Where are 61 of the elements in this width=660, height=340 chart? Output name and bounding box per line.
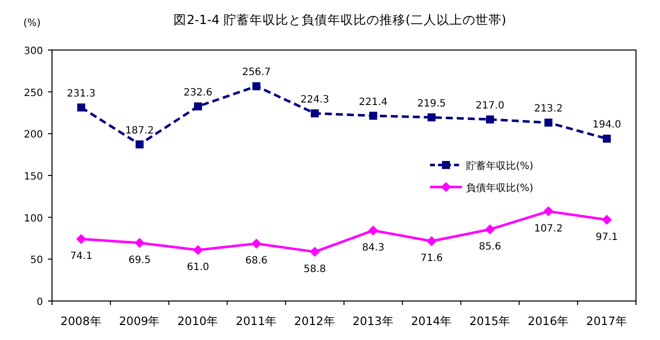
data-label: 69.5 [128, 254, 151, 266]
point [428, 113, 436, 122]
x-tick-label: 2015年 [469, 314, 511, 328]
data-label: 58.8 [304, 264, 326, 275]
data-label: 74.1 [70, 251, 92, 262]
y-tick-label: 100 [24, 213, 43, 224]
chart-title: 図2-1-4 貯蓄年収比と負債年収比の推移(二人以上の世帯) [174, 12, 506, 27]
point [543, 206, 554, 216]
data-label: 97.1 [596, 232, 618, 243]
point [76, 234, 86, 244]
y-tick-label: 50 [30, 255, 43, 266]
y-tick-label: 300 [24, 46, 43, 57]
data-label: 107.2 [534, 223, 563, 234]
x-tick-label: 2009年 [118, 314, 160, 328]
legend-label: 負債年収比(%) [466, 182, 534, 194]
point [252, 82, 260, 90]
data-label: 219.5 [417, 98, 446, 110]
data-label: 71.6 [420, 253, 443, 264]
y-tick-label: 250 [24, 88, 43, 99]
point [134, 238, 145, 248]
point [136, 140, 144, 148]
x-tick-label: 2016年 [528, 314, 570, 328]
data-label: 256.7 [242, 67, 271, 78]
data-label: 187.2 [125, 125, 154, 136]
point [544, 118, 552, 127]
x-tick-label: 2010年 [177, 314, 219, 328]
point [310, 246, 320, 257]
data-label: 232.6 [184, 87, 212, 98]
x-tick-label: 2017年 [586, 314, 628, 328]
point [602, 134, 611, 143]
data-label: 85.6 [478, 241, 502, 252]
data-label: 217.0 [476, 100, 504, 112]
point [426, 236, 437, 246]
data-label: 61.0 [186, 262, 210, 273]
data-label: 231.3 [66, 88, 96, 100]
point [193, 244, 203, 255]
x-tick-label: 2012年 [294, 314, 336, 328]
point [369, 112, 378, 120]
data-label: 194.0 [592, 120, 622, 131]
point [194, 102, 202, 110]
legend-label: 貯蓄年収比(%) [466, 160, 534, 172]
y-tick-label: 200 [24, 130, 43, 141]
y-axis-title: (%) [23, 18, 41, 29]
data-label: 221.4 [358, 96, 388, 108]
point [310, 109, 319, 118]
data-label: 84.3 [362, 242, 384, 254]
point [486, 115, 494, 124]
point [368, 225, 378, 236]
y-tick-label: 150 [24, 172, 43, 182]
x-tick-label: 2014年 [410, 314, 452, 328]
point [77, 103, 86, 112]
point [251, 238, 262, 249]
data-label: 68.6 [245, 256, 268, 267]
x-tick-label: 2008年 [60, 314, 102, 328]
point [602, 214, 612, 225]
y-tick-label: 0 [36, 297, 43, 308]
point [485, 224, 495, 234]
x-tick-label: 2011年 [236, 314, 278, 328]
x-tick-label: 2013年 [352, 314, 394, 328]
data-label: 213.2 [534, 104, 563, 115]
data-label: 224.3 [300, 94, 330, 106]
